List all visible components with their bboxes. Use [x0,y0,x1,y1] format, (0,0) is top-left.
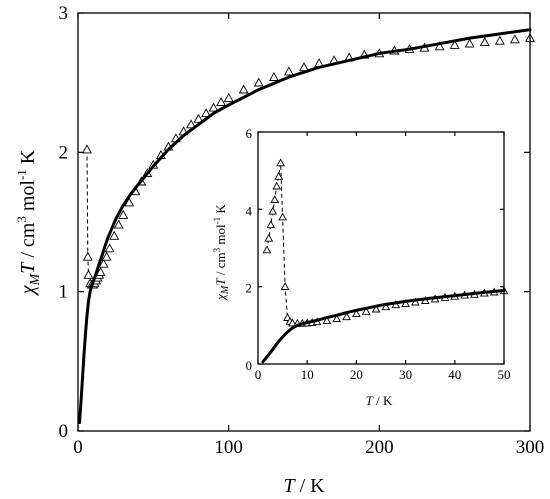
inset-background [258,132,504,364]
main-y-tick-label: 0 [59,421,69,442]
main-data-point [82,251,93,261]
inset-x-tick-label: 30 [399,367,412,382]
inset-data-point [276,158,285,167]
main-data-point [494,35,505,45]
inset-y-axis-ticks: 0 2 4 6 [246,126,504,373]
inset-x-axis-label: T / K [366,393,393,408]
inset-data-point [352,309,361,318]
main-y-tick-label: 1 [59,282,69,303]
main-data-point [509,34,520,44]
inset-x-tick-label: 10 [301,367,314,382]
main-data-point [283,66,294,76]
main-y-tick-label: 2 [59,142,69,163]
main-data-point [268,71,279,81]
main-data-point [95,267,106,276]
inset-x-axis-ticks: 0 10 20 30 40 50 [255,132,511,382]
inset-fit-curve [261,289,506,364]
inset-chart-panel: 0 10 20 30 40 50 0 2 4 6 T / K χMT / cm3 mol-1 K [212,126,511,408]
main-data-point [82,144,92,154]
inset-data-point [268,206,278,215]
inset-x-tick-label: 40 [448,367,461,382]
main-x-axis-ticks: 0 100 200 300 [73,13,544,458]
main-data-point [193,113,204,123]
main-data-point [434,41,445,51]
inset-data-point [288,318,297,327]
inset-x-tick-label: 20 [350,367,363,382]
inset-plot-frame [257,131,505,365]
inset-data-point [361,306,371,315]
main-data-point [113,219,124,229]
inset-data-point [274,171,284,180]
main-y-tick-label: 3 [59,3,69,24]
main-data-point [223,92,234,102]
inset-data-point [322,316,332,325]
inset-data-point [264,233,274,242]
main-data-point [186,119,196,129]
main-data-point [238,84,249,94]
inset-y-tick-label: 4 [246,203,253,218]
main-data-point [253,77,264,87]
main-x-tick-label: 100 [214,437,243,458]
main-x-tick-label: 300 [516,437,545,458]
main-x-tick-label: 200 [365,437,394,458]
inset-data-point [371,304,381,313]
inset-data-point [401,299,410,308]
main-data-point [101,251,112,261]
main-data-point [109,230,120,240]
inset-data-point [272,181,282,190]
inset-plot-area [261,158,509,364]
inset-data-point [381,302,391,311]
main-data-point [216,97,227,106]
main-data-point [104,243,115,253]
inset-data-point [270,195,280,203]
main-data-point [299,62,309,72]
inset-data-point [266,220,276,229]
main-plot-frame [77,12,531,432]
inset-data-point [278,212,287,221]
main-data-point [201,108,212,118]
main-data-point [83,269,94,279]
inset-data-point [332,314,342,323]
main-data-point [208,102,219,112]
main-data-point [449,39,460,49]
inset-data-point [280,282,290,290]
main-fit-curve [78,28,532,425]
main-y-axis-label: χMT / cm3 mol-1 K [14,149,43,296]
inset-data-point [342,312,351,321]
main-data-point [118,209,129,219]
inset-data-point [262,245,272,254]
inset-y-axis-label: χMT / cm3 mol-1 K [212,204,231,302]
main-x-tick-label: 0 [73,437,83,458]
main-x-axis-label: T / K [283,475,325,497]
main-data-point [479,37,490,47]
inset-x-tick-label: 0 [255,367,262,382]
main-y-axis-ticks: 0 1 2 3 [59,3,530,442]
main-data-point [464,38,475,48]
inset-x-tick-label: 50 [498,367,511,382]
inset-y-tick-label: 0 [246,358,253,373]
main-data-point [98,258,109,268]
inset-y-tick-label: 2 [246,281,253,296]
inset-y-tick-label: 6 [246,126,253,141]
